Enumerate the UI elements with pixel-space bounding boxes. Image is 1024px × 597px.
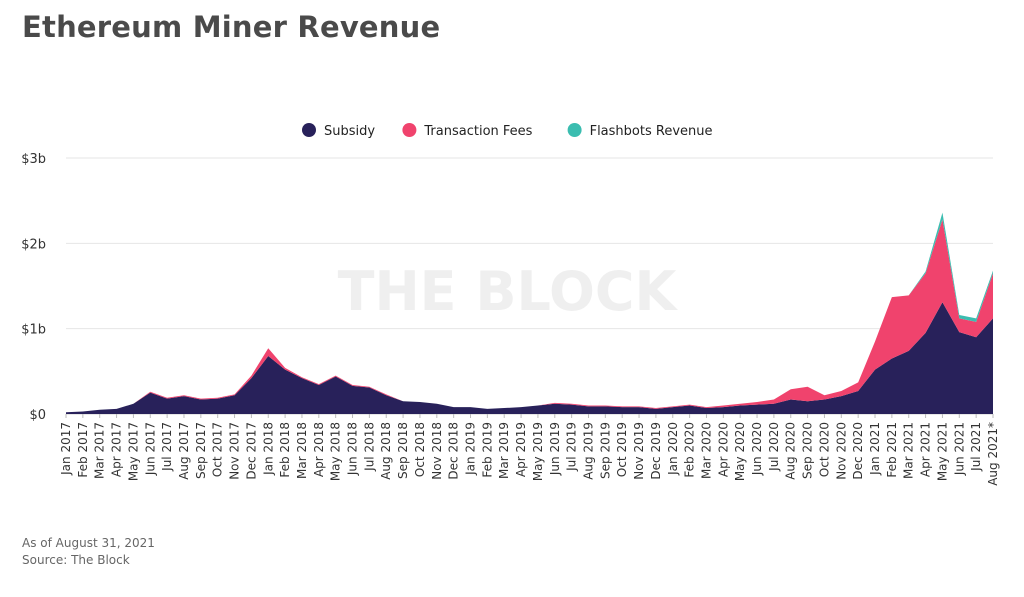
x-tick-label: Jan 2019 xyxy=(464,422,478,476)
x-tick-label: Nov 2017 xyxy=(228,422,242,480)
x-tick-label: Mar 2020 xyxy=(699,422,713,479)
y-tick-label: $0 xyxy=(29,408,46,423)
x-tick-label: May 2018 xyxy=(329,422,343,481)
source-note: Source: The Block xyxy=(22,553,130,567)
x-tick-label: Aug 2019 xyxy=(581,422,595,480)
x-tick-label: Apr 2021 xyxy=(919,422,933,477)
x-tick-label: Nov 2020 xyxy=(834,422,848,480)
legend-label: Subsidy xyxy=(324,124,375,139)
area-subsidy xyxy=(66,302,993,414)
x-tick-label: Aug 2020 xyxy=(784,422,798,480)
x-tick-label: Mar 2021 xyxy=(902,422,916,479)
y-tick-label: $2b xyxy=(21,237,46,252)
x-tick-label: Mar 2018 xyxy=(295,422,309,479)
x-tick-label: Feb 2021 xyxy=(885,422,899,478)
x-tick-label: Jan 2018 xyxy=(261,422,275,476)
x-tick-label: Dec 2020 xyxy=(851,422,865,480)
x-tick-label: Feb 2019 xyxy=(480,422,494,478)
y-tick-label: $1b xyxy=(21,323,46,338)
legend-swatch xyxy=(402,123,417,137)
x-tick-label: Nov 2018 xyxy=(430,422,444,480)
x-tick-label: Mar 2019 xyxy=(497,422,511,479)
x-tick-label: Jun 2018 xyxy=(346,422,360,476)
x-tick-label: Jun 2021 xyxy=(952,422,966,476)
as-of-note: As of August 31, 2021 xyxy=(22,536,155,550)
x-tick-label: Oct 2019 xyxy=(615,422,629,477)
y-tick-label: $3b xyxy=(21,152,46,167)
legend-label: Transaction Fees xyxy=(423,124,532,139)
x-tick-label: Jun 2020 xyxy=(750,422,764,476)
x-tick-label: Sep 2019 xyxy=(598,422,612,479)
legend-swatch xyxy=(567,123,582,137)
x-tick-label: Jul 2020 xyxy=(767,422,781,472)
x-tick-label: Apr 2017 xyxy=(110,422,124,477)
x-tick-label: Oct 2018 xyxy=(413,422,427,477)
x-tick-label: Sep 2017 xyxy=(194,422,208,479)
x-tick-label: Aug 2021* xyxy=(986,422,1000,486)
watermark-text: THE BLOCK xyxy=(338,260,679,323)
x-tick-label: Jan 2020 xyxy=(666,422,680,476)
x-tick-label: Jul 2021 xyxy=(969,422,983,472)
x-tick-label: Oct 2017 xyxy=(211,422,225,477)
legend-swatch xyxy=(302,123,316,137)
x-tick-label: May 2017 xyxy=(126,422,140,481)
x-tick-label: Jun 2017 xyxy=(143,422,157,476)
x-tick-label: Feb 2017 xyxy=(76,422,90,478)
x-tick-label: Sep 2020 xyxy=(801,422,815,479)
x-tick-label: Nov 2019 xyxy=(632,422,646,480)
x-tick-label: Jul 2018 xyxy=(362,422,376,472)
x-tick-label: Mar 2017 xyxy=(93,422,107,479)
legend-label: Flashbots Revenue xyxy=(590,124,713,139)
x-tick-label: Feb 2020 xyxy=(683,422,697,478)
x-tick-label: Aug 2018 xyxy=(379,422,393,480)
x-tick-label: Jul 2017 xyxy=(160,422,174,472)
x-tick-label: Jan 2021 xyxy=(868,422,882,476)
x-tick-label: Dec 2019 xyxy=(649,422,663,480)
x-tick-label: Dec 2017 xyxy=(244,422,258,480)
x-tick-label: Dec 2018 xyxy=(447,422,461,480)
x-tick-label: Feb 2018 xyxy=(278,422,292,478)
x-tick-label: Aug 2017 xyxy=(177,422,191,480)
x-tick-label: Apr 2020 xyxy=(716,422,730,477)
x-tick-label: May 2021 xyxy=(935,422,949,481)
x-tick-label: Apr 2018 xyxy=(312,422,326,477)
x-tick-label: Jul 2019 xyxy=(565,422,579,472)
x-tick-label: May 2019 xyxy=(531,422,545,481)
x-tick-label: May 2020 xyxy=(733,422,747,481)
x-tick-label: Apr 2019 xyxy=(514,422,528,477)
x-tick-label: Jan 2017 xyxy=(59,422,73,476)
chart-title: Ethereum Miner Revenue xyxy=(22,10,441,44)
x-tick-label: Oct 2020 xyxy=(817,422,831,477)
x-tick-label: Jun 2019 xyxy=(548,422,562,476)
x-tick-label: Sep 2018 xyxy=(396,422,410,479)
